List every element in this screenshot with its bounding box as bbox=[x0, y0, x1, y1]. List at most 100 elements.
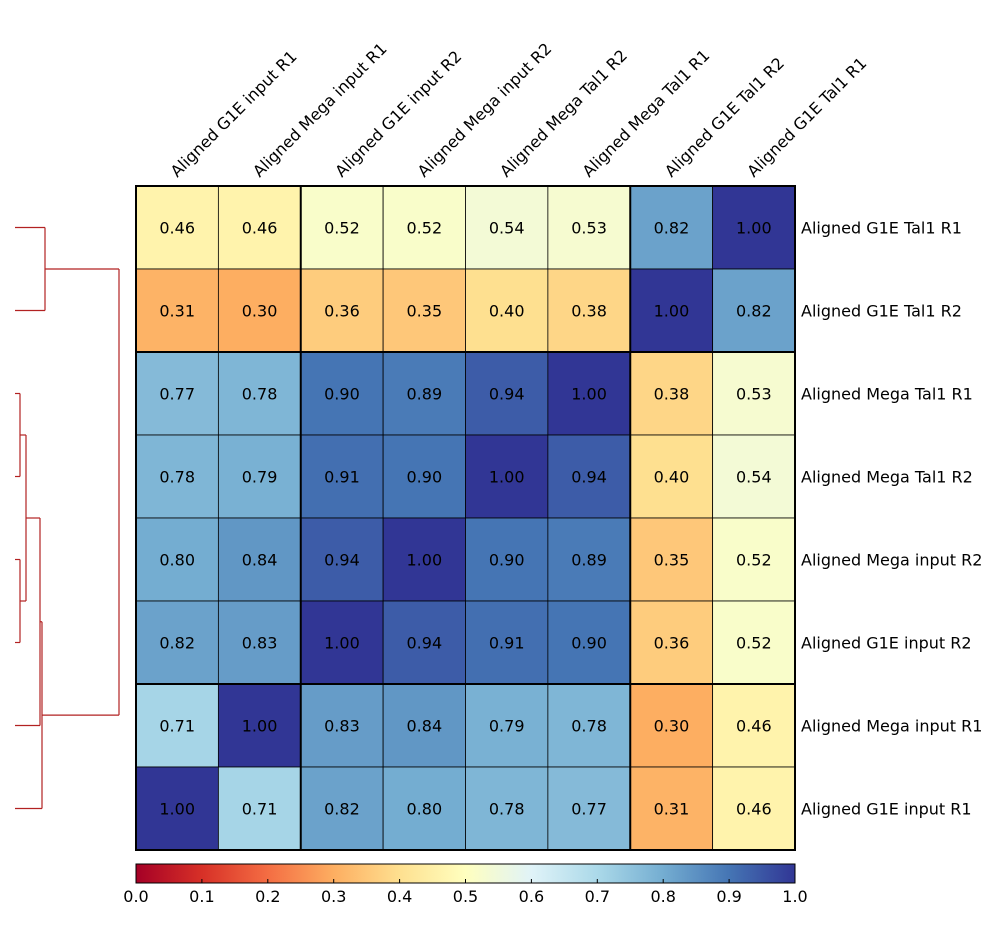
heatmap-cell bbox=[465, 600, 549, 685]
row-label: Aligned G1E Tal1 R2 bbox=[801, 302, 962, 321]
row-label: Aligned G1E input R1 bbox=[801, 800, 972, 819]
heatmap-cell bbox=[712, 185, 796, 270]
heatmap-cell bbox=[629, 766, 714, 851]
colorbar-tick-label: 0.9 bbox=[716, 887, 741, 906]
cluster-boundaries bbox=[135, 185, 796, 851]
row-label: Aligned G1E input R2 bbox=[801, 634, 972, 653]
heatmap-cell bbox=[629, 268, 714, 353]
heatmap-cell bbox=[465, 268, 549, 353]
heatmap-cell bbox=[465, 434, 549, 519]
cell-label: 0.54 bbox=[736, 468, 772, 487]
heatmap-cell bbox=[300, 517, 384, 602]
cell-label: 0.53 bbox=[736, 385, 772, 404]
cell-label: 0.94 bbox=[571, 468, 607, 487]
heatmap-cells: 0.46 0.46 0.52 0.52 0.54 0.53 0.82 1.00 0.31 0.30… bbox=[135, 185, 796, 851]
cell-label: 0.91 bbox=[489, 634, 525, 653]
heatmap-cell bbox=[217, 268, 302, 353]
cell-label: 0.53 bbox=[571, 219, 607, 238]
colorbar-tick-label: 0.2 bbox=[255, 887, 280, 906]
heatmap-cell bbox=[547, 351, 631, 436]
cell-label: 0.71 bbox=[242, 800, 278, 819]
heatmap-cell bbox=[135, 351, 219, 436]
cell-label: 0.94 bbox=[324, 551, 360, 570]
column-label: Aligned Mega input R2 bbox=[414, 39, 556, 181]
heatmap-cell bbox=[300, 268, 384, 353]
heatmap-cell bbox=[465, 185, 549, 270]
cell-label: 0.90 bbox=[407, 468, 443, 487]
cell-label: 0.78 bbox=[489, 800, 525, 819]
cell-label: 0.84 bbox=[407, 717, 443, 736]
colorbar-tick-label: 0.1 bbox=[189, 887, 214, 906]
cell-label: 0.77 bbox=[571, 800, 607, 819]
heatmap-cell bbox=[382, 351, 466, 436]
colorbar-tick-label: 1.0 bbox=[782, 887, 807, 906]
cell-label: 0.38 bbox=[654, 385, 690, 404]
column-label: Aligned Mega input R1 bbox=[249, 39, 391, 181]
cell-label: 0.77 bbox=[159, 385, 195, 404]
cell-label: 0.79 bbox=[489, 717, 525, 736]
heatmap-cell bbox=[547, 600, 631, 685]
heatmap-cell bbox=[300, 185, 384, 270]
cell-label: 0.46 bbox=[159, 219, 195, 238]
cell-label: 0.91 bbox=[324, 468, 360, 487]
row-label: Aligned Mega input R2 bbox=[801, 551, 982, 570]
cell-label: 0.90 bbox=[324, 385, 360, 404]
cell-label: 0.94 bbox=[489, 385, 525, 404]
cell-label: 0.31 bbox=[159, 302, 195, 321]
heatmap-cell bbox=[300, 683, 384, 768]
colorbar-ticks: 0.0 0.1 0.2 0.3 0.4 0.5 0.6 0.7 0.8 0.9 1.0 bbox=[123, 879, 808, 906]
cell-label: 1.00 bbox=[407, 551, 443, 570]
heatmap-cell bbox=[300, 766, 384, 851]
heatmap-cell bbox=[712, 766, 796, 851]
cell-label: 0.52 bbox=[736, 551, 772, 570]
heatmap-cell bbox=[465, 517, 549, 602]
heatmap-cell bbox=[465, 351, 549, 436]
colorbar-tick-label: 0.8 bbox=[650, 887, 675, 906]
heatmap-cell bbox=[629, 683, 714, 768]
cell-label: 0.78 bbox=[159, 468, 195, 487]
cell-label: 0.79 bbox=[242, 468, 278, 487]
heatmap-cell bbox=[465, 766, 549, 851]
cell-label: 0.46 bbox=[736, 800, 772, 819]
cell-label: 1.00 bbox=[324, 634, 360, 653]
cell-label: 0.52 bbox=[736, 634, 772, 653]
heatmap-cell bbox=[135, 268, 219, 353]
cell-label: 0.40 bbox=[654, 468, 690, 487]
cell-label: 0.89 bbox=[571, 551, 607, 570]
cell-label: 0.36 bbox=[324, 302, 360, 321]
cell-label: 0.38 bbox=[571, 302, 607, 321]
row-label: Aligned G1E Tal1 R1 bbox=[801, 219, 962, 238]
cell-label: 0.82 bbox=[654, 219, 690, 238]
cell-label: 0.71 bbox=[159, 717, 195, 736]
heatmap-cell bbox=[382, 268, 466, 353]
cell-label: 1.00 bbox=[654, 302, 690, 321]
cell-label: 0.35 bbox=[407, 302, 443, 321]
heatmap-cell bbox=[712, 517, 796, 602]
cell-label: 0.83 bbox=[242, 634, 278, 653]
colorbar-tick-label: 0.5 bbox=[453, 887, 478, 906]
row-label: Aligned Mega input R1 bbox=[801, 717, 982, 736]
heatmap-cell bbox=[712, 268, 796, 353]
cell-label: 0.30 bbox=[654, 717, 690, 736]
heatmap-cell bbox=[712, 600, 796, 685]
heatmap-cell bbox=[712, 351, 796, 436]
row-label: Aligned Mega Tal1 R2 bbox=[801, 468, 973, 487]
colorbar-tick-label: 0.7 bbox=[585, 887, 610, 906]
cell-label: 0.82 bbox=[736, 302, 772, 321]
heatmap-border bbox=[135, 185, 796, 851]
cell-label: 0.89 bbox=[407, 385, 443, 404]
heatmap-cell bbox=[382, 517, 466, 602]
heatmap-cell bbox=[712, 683, 796, 768]
heatmap-cell bbox=[217, 683, 302, 768]
cell-label: 0.52 bbox=[324, 219, 360, 238]
colorbar-tick-label: 0.4 bbox=[387, 887, 412, 906]
colorbar-tick-label: 0.3 bbox=[321, 887, 346, 906]
cell-label: 0.80 bbox=[159, 551, 195, 570]
heatmap-cell bbox=[547, 268, 631, 353]
heatmap-cell bbox=[547, 434, 631, 519]
cell-label: 1.00 bbox=[736, 219, 772, 238]
heatmap-cell bbox=[217, 351, 302, 436]
cell-label: 0.83 bbox=[324, 717, 360, 736]
